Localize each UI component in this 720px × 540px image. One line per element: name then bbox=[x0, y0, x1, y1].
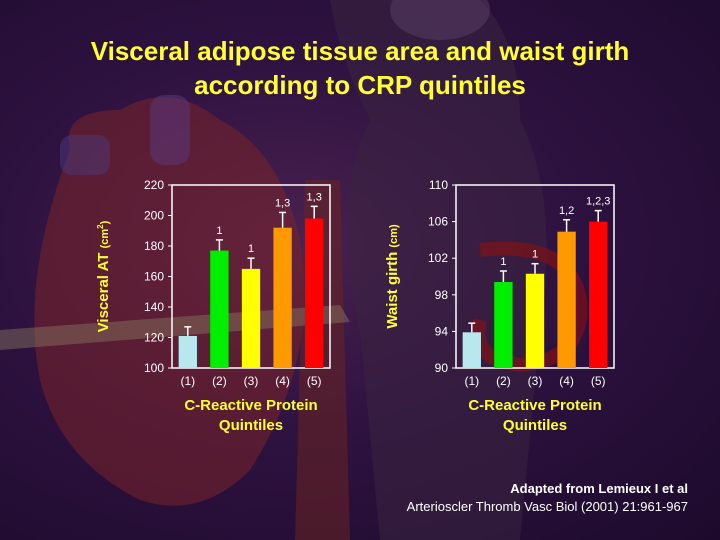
x-tick-label: (5) bbox=[591, 374, 606, 388]
y-tick-label: 180 bbox=[144, 239, 164, 253]
x-tick-label: (1) bbox=[180, 374, 195, 388]
y-tick-label: 90 bbox=[435, 361, 449, 375]
y-tick-label: 220 bbox=[144, 178, 164, 192]
figure-silhouette bbox=[330, 0, 547, 540]
bar bbox=[494, 281, 513, 368]
bar bbox=[178, 335, 197, 368]
title-line-2: according to CRP quintiles bbox=[194, 70, 526, 100]
x-axis-label-line-1: C-Reactive Protein bbox=[468, 397, 601, 414]
y-axis-label: Waist girth (cm) bbox=[384, 224, 401, 329]
x-tick-label: (2) bbox=[212, 374, 227, 388]
y-axis-label-main: Visceral AT bbox=[95, 248, 112, 332]
significance-label: 1,2,3 bbox=[586, 196, 610, 208]
title-line-1: Visceral adipose tissue area and waist g… bbox=[90, 36, 630, 66]
vein-shape bbox=[60, 135, 110, 175]
head-shape bbox=[390, 0, 490, 40]
y-axis-label-main: Waist girth bbox=[384, 248, 401, 329]
y-axis-label-unit: (cm) bbox=[388, 224, 400, 248]
bar bbox=[462, 332, 481, 368]
y-tick-label: 106 bbox=[428, 215, 448, 229]
significance-label: 1 bbox=[532, 249, 538, 261]
significance-label: 1 bbox=[248, 243, 254, 255]
heart-shape bbox=[34, 97, 305, 506]
significance-label: 1,3 bbox=[275, 197, 290, 209]
y-axis-label-unit: (cm bbox=[99, 229, 111, 249]
x-tick-label: (4) bbox=[559, 374, 574, 388]
x-axis-label-line-2: Quintiles bbox=[219, 417, 283, 434]
aorta-shape bbox=[150, 95, 190, 165]
y-tick-label: 160 bbox=[144, 270, 164, 284]
x-tick-label: (5) bbox=[307, 374, 322, 388]
bar bbox=[305, 218, 324, 368]
y-tick-label: 100 bbox=[144, 361, 164, 375]
bar bbox=[210, 250, 229, 368]
x-axis-label-line-2: Quintiles bbox=[503, 417, 567, 434]
x-tick-label: (3) bbox=[244, 374, 259, 388]
y-tick-label: 94 bbox=[435, 324, 449, 338]
significance-label: 1,2 bbox=[559, 205, 574, 217]
x-tick-label: (4) bbox=[275, 374, 290, 388]
y-axis-label: Visceral AT (cm2) bbox=[95, 220, 112, 332]
credit-line-2: Arterioscler Thromb Vasc Biol (2001) 21:… bbox=[406, 499, 688, 514]
y-tick-label: 102 bbox=[428, 251, 448, 265]
bar bbox=[557, 231, 576, 368]
x-tick-label: (1) bbox=[464, 374, 479, 388]
significance-label: 1 bbox=[216, 225, 222, 237]
y-axis-label-unit-close: ) bbox=[99, 220, 111, 224]
tape-measure bbox=[0, 305, 350, 350]
y-tick-label: 120 bbox=[144, 331, 164, 345]
significance-label: 1 bbox=[500, 256, 506, 268]
slide-title: Visceral adipose tissue area and waist g… bbox=[0, 34, 720, 102]
y-tick-label: 110 bbox=[429, 178, 448, 192]
x-axis-label-line-1: C-Reactive Protein bbox=[184, 397, 317, 414]
bar bbox=[241, 268, 261, 368]
bar bbox=[589, 221, 608, 368]
y-tick-label: 98 bbox=[435, 288, 449, 302]
y-axis-label-unit-superscript: 2 bbox=[96, 224, 105, 229]
x-tick-label: (2) bbox=[496, 374, 511, 388]
credit-line-1: Adapted from Lemieux I et al bbox=[510, 481, 688, 496]
significance-label: 1,3 bbox=[307, 191, 322, 203]
y-tick-label: 140 bbox=[144, 300, 164, 314]
x-tick-label: (3) bbox=[528, 374, 543, 388]
bar bbox=[525, 273, 545, 368]
bar bbox=[273, 227, 292, 368]
y-tick-label: 200 bbox=[144, 209, 164, 223]
